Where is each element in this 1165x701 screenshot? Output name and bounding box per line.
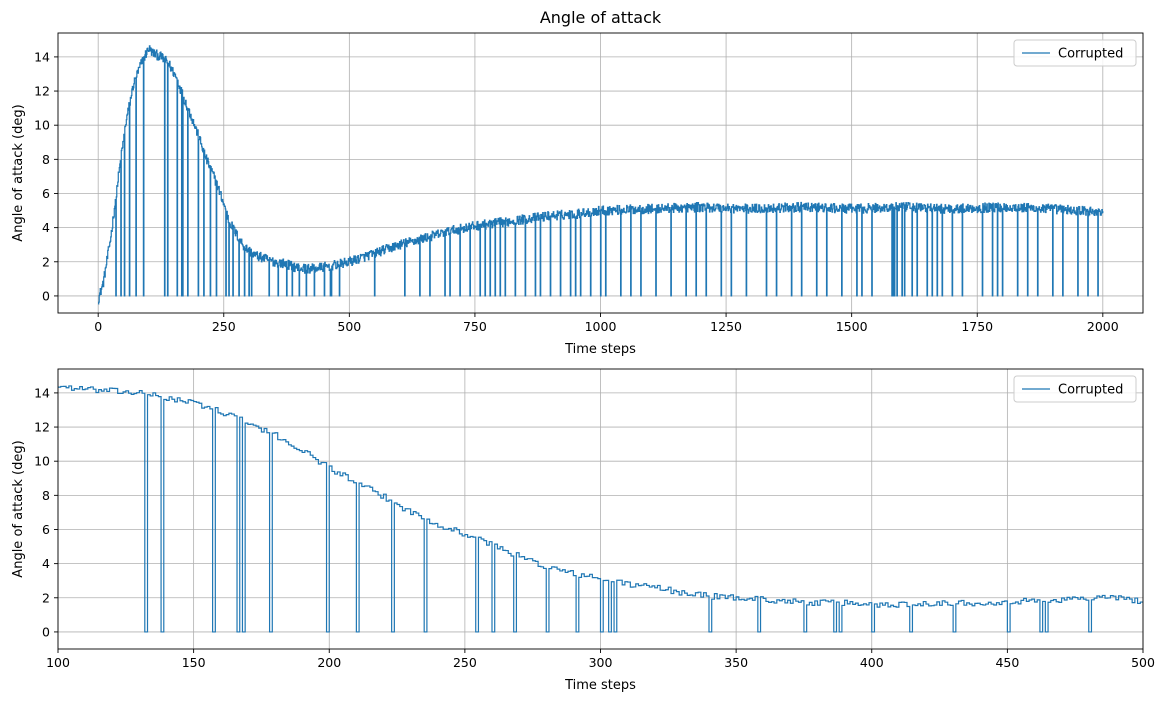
bottom-y-tick-label: 10 <box>34 454 50 469</box>
top-x-tick-label: 500 <box>337 319 361 334</box>
bottom-y-axis-label: Angle of attack (deg) <box>11 440 26 577</box>
bottom-x-tick-label: 500 <box>1131 655 1155 670</box>
top-legend-label: Corrupted <box>1058 47 1123 62</box>
bottom-x-tick-label: 200 <box>317 655 341 670</box>
bottom-y-tick-label: 4 <box>42 556 50 571</box>
top-series-line-corrupted <box>98 45 1104 305</box>
bottom-chart: 100 150 200 250 300 350 400 450 500 02468101214 … <box>11 368 1155 693</box>
bottom-legend-box <box>1013 375 1137 403</box>
top-y-tick-label: 6 <box>42 186 50 201</box>
bottom-x-tick-label: 150 <box>182 655 206 670</box>
top-y-tick-label: 8 <box>42 152 50 167</box>
top-x-ticks: 0 250 500 750 1000 1250 1500 1750 2000 <box>94 313 1119 334</box>
top-y-tick-label: 4 <box>42 220 50 235</box>
top-x-tick-label: 0 <box>94 319 102 334</box>
bottom-x-ticks: 100 150 200 250 300 350 400 450 500 <box>46 649 1155 670</box>
bottom-legend: Corrupted <box>1013 375 1137 403</box>
top-y-tick-label: 14 <box>34 49 50 64</box>
bottom-x-tick-label: 300 <box>589 655 613 670</box>
top-x-tick-label: 1750 <box>961 319 993 334</box>
bottom-y-tick-label: 12 <box>34 420 50 435</box>
bottom-y-tick-label: 6 <box>42 522 50 537</box>
bottom-x-tick-label: 350 <box>724 655 748 670</box>
top-y-tick-label: 10 <box>34 118 50 133</box>
top-x-tick-label: 750 <box>463 319 487 334</box>
top-x-tick-label: 1000 <box>585 319 617 334</box>
bottom-y-tick-label: 8 <box>42 488 50 503</box>
bottom-x-tick-label: 450 <box>995 655 1019 670</box>
bottom-y-ticks: 0 2 4 6 8 10 12 14 <box>34 385 58 639</box>
top-x-tick-label: 2000 <box>1087 319 1119 334</box>
bottom-series-line-corrupted <box>58 385 1143 633</box>
top-legend: Corrupted <box>1013 39 1137 67</box>
bottom-legend-label: Corrupted <box>1058 383 1123 398</box>
top-legend-box <box>1013 39 1137 67</box>
top-chart-title: Angle of attack <box>540 8 662 27</box>
top-x-axis-label: Time steps <box>564 342 636 357</box>
bottom-x-axis-label: Time steps <box>564 678 636 693</box>
top-y-ticks: 0 2 4 6 8 10 12 14 <box>34 49 58 303</box>
bottom-y-tick-label: 0 <box>42 624 50 639</box>
bottom-x-tick-label: 250 <box>453 655 477 670</box>
top-chart: 0 250 500 750 1000 1250 1500 1750 2000 0 2 4 6 8 10 12… <box>11 8 1144 357</box>
top-y-axis-label: Angle of attack (deg) <box>11 104 26 241</box>
top-y-tick-label: 2 <box>42 254 50 269</box>
top-x-tick-label: 1500 <box>836 319 868 334</box>
top-x-tick-label: 250 <box>212 319 236 334</box>
bottom-y-tick-label: 14 <box>34 385 50 400</box>
bottom-x-tick-label: 400 <box>860 655 884 670</box>
bottom-y-tick-label: 2 <box>42 590 50 605</box>
top-y-tick-label: 0 <box>42 288 50 303</box>
top-x-tick-label: 1250 <box>710 319 742 334</box>
bottom-x-tick-label: 100 <box>46 655 70 670</box>
top-y-tick-label: 12 <box>34 84 50 99</box>
